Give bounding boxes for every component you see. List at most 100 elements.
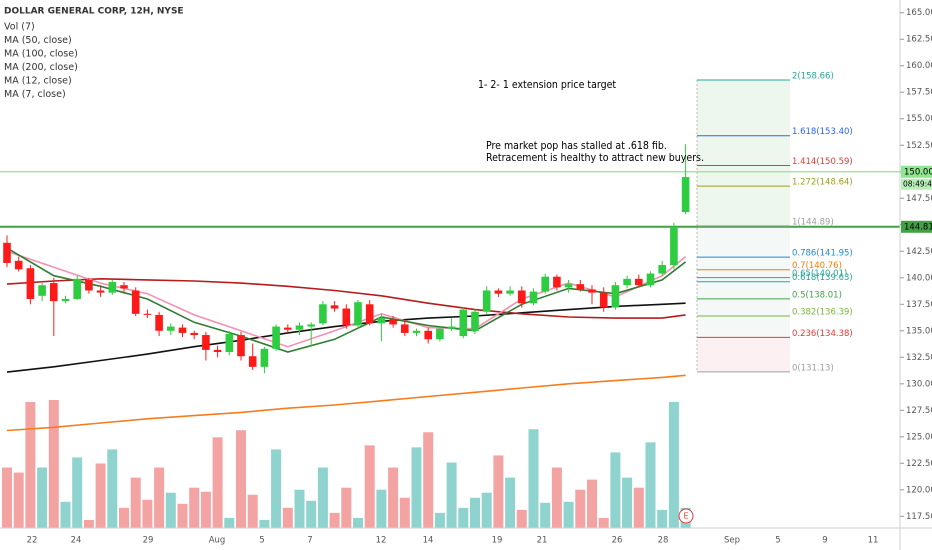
fib-label: 0.382(136.39) <box>792 308 853 318</box>
candle-body <box>85 279 93 291</box>
legend-entry: MA (12, close) <box>4 76 72 87</box>
candle-body <box>681 177 690 213</box>
earnings-label[interactable]: E <box>683 512 688 521</box>
x-tick-label: 5 <box>775 536 780 546</box>
volume-bar <box>668 402 679 528</box>
y-tick-label: 142.50 <box>906 247 932 257</box>
volume-bar <box>493 455 504 528</box>
x-tick-label: 7 <box>307 536 312 546</box>
price-badge <box>901 165 932 178</box>
annotation: Retracement is healthy to attract new bu… <box>486 152 704 164</box>
volume-bar <box>165 492 176 528</box>
volume-bar <box>142 499 153 528</box>
candle-body <box>120 285 128 289</box>
volume-bar <box>528 429 539 528</box>
y-tick-label: 162.50 <box>906 35 932 45</box>
price-badge-label: 144.81 <box>904 222 932 232</box>
candle-body <box>611 285 620 308</box>
volume-bar <box>540 502 551 528</box>
countdown: 08:49:49 <box>903 179 932 188</box>
volume-bar <box>2 467 12 528</box>
candle-body <box>401 324 409 333</box>
x-tick-label: 22 <box>27 536 38 546</box>
annotation: Pre market pop has stalled at .618 fib. <box>486 140 667 152</box>
volume-bar <box>364 445 375 528</box>
x-tick-label: 24 <box>71 536 82 546</box>
x-tick-label: Sep <box>724 536 740 546</box>
volume-bar <box>329 512 340 528</box>
volume-bar <box>551 467 562 528</box>
fib-label: 1.618(153.40) <box>792 127 853 137</box>
candle-body <box>38 285 46 296</box>
candle-body <box>284 327 292 330</box>
candle-body <box>646 273 655 286</box>
candle-body <box>202 335 210 350</box>
candle-body <box>295 325 304 330</box>
volume-bar <box>411 447 422 528</box>
volume-bar <box>446 462 457 528</box>
x-tick-label: 29 <box>143 536 154 546</box>
candle-body <box>307 324 315 327</box>
candle-body <box>213 349 222 352</box>
candle-body <box>178 327 187 333</box>
y-tick-label: 160.00 <box>906 61 932 71</box>
candle-body <box>108 282 117 293</box>
candle-body <box>576 284 585 290</box>
x-tick-label: 19 <box>492 536 503 546</box>
x-tick-label: 5 <box>259 536 264 546</box>
volume-bar <box>177 503 188 528</box>
fib-label: 0.618(139.63) <box>792 273 853 283</box>
candle-body <box>541 276 549 292</box>
candle-body <box>365 304 374 324</box>
candle-body <box>330 305 339 309</box>
volume-bar <box>353 517 363 528</box>
volume-bar <box>25 402 36 528</box>
volume-bar <box>130 477 141 528</box>
volume-bar <box>633 487 644 528</box>
fib-label: 0.7(140.76) <box>792 261 842 271</box>
candle-body <box>599 292 608 308</box>
candle-body <box>436 328 444 340</box>
volume-bar <box>399 497 410 528</box>
volume-bar <box>48 400 59 528</box>
fib-label: 1(144.89) <box>792 217 834 227</box>
volume-bar <box>306 500 317 528</box>
fib-label: 1.272(148.64) <box>792 178 853 188</box>
candle-body <box>670 226 678 266</box>
volume-bar <box>516 509 527 528</box>
y-tick-label: 140.00 <box>906 273 932 283</box>
candle-body <box>14 260 23 270</box>
volume-bar <box>481 492 492 528</box>
candle-body <box>260 348 269 367</box>
annotation: 1- 2- 1 extension price target <box>478 79 616 91</box>
candle-body <box>272 326 280 349</box>
fib-label: 0.5(138.01) <box>792 290 842 300</box>
candle-body <box>342 308 351 326</box>
y-tick-label: 117.50 <box>906 512 932 522</box>
candle-body <box>377 318 386 324</box>
earnings-icon[interactable] <box>678 508 694 524</box>
y-tick-label: 157.50 <box>906 88 932 98</box>
candle-body <box>96 290 105 293</box>
volume-bar <box>470 497 480 528</box>
volume-bar <box>259 519 270 528</box>
plot: 2(158.66) 1.618(153.40) 1.414(150.59) 1.272… <box>0 71 900 528</box>
candle-body <box>506 290 514 294</box>
volume-bar <box>610 452 621 528</box>
y-tick-label: 147.50 <box>906 194 932 204</box>
candle-body <box>3 242 11 263</box>
candle-body <box>155 314 163 331</box>
volume-bar <box>200 491 211 528</box>
volume-bar <box>236 430 246 528</box>
volume-bar <box>598 517 609 528</box>
candle-body <box>623 278 631 286</box>
candle-body <box>61 298 70 302</box>
volume-bar <box>622 477 633 528</box>
x-tick-label: Aug <box>209 536 226 546</box>
volume-bar <box>60 501 71 528</box>
candle-body <box>50 283 58 302</box>
candle-body <box>494 290 503 294</box>
volume-bar <box>341 487 352 528</box>
volume-bar <box>657 509 668 528</box>
candle-body <box>518 290 526 304</box>
